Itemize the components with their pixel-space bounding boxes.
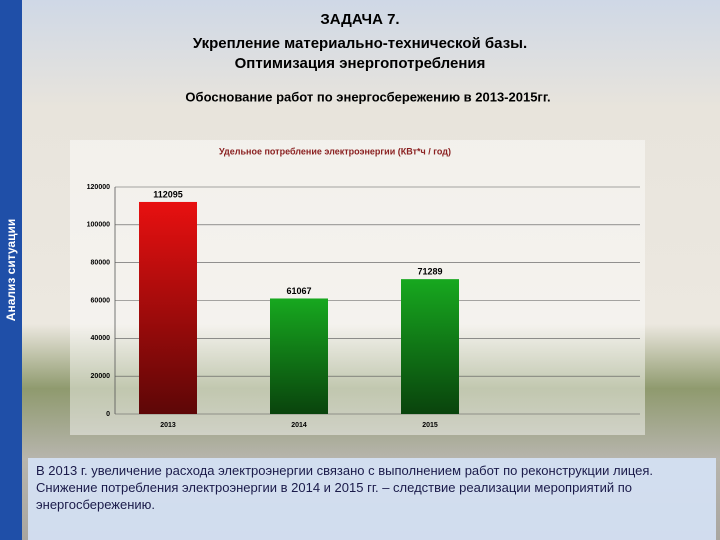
value-label: 61067	[286, 286, 311, 296]
x-tick-label: 2013	[160, 422, 176, 429]
y-tick-label: 120000	[87, 184, 110, 191]
y-tick-label: 40000	[91, 335, 111, 342]
title-line: ЗАДАЧА 7.	[320, 11, 399, 28]
y-tick-label: 60000	[91, 297, 111, 304]
chart-title: Удельное потребление электроэнергии (КВт…	[219, 146, 451, 156]
bar-shade	[401, 279, 459, 414]
subtitle: Обоснование работ по энергосбережению в …	[185, 89, 550, 104]
title-line: Укрепление материально-технической базы.	[193, 35, 527, 52]
value-label: 71289	[417, 267, 442, 277]
value-label: 112095	[153, 189, 183, 199]
bar-shade	[270, 298, 328, 414]
y-tick-label: 20000	[91, 373, 111, 380]
side-label: Анализ ситуации	[4, 219, 18, 321]
y-tick-label: 100000	[87, 222, 110, 229]
title-line: Оптимизация энергопотребления	[235, 55, 486, 72]
x-tick-label: 2014	[291, 422, 307, 429]
side-bar	[0, 0, 22, 540]
x-tick-label: 2015	[422, 422, 438, 429]
bar-shade	[139, 201, 197, 414]
footer-text: В 2013 г. увеличение расхода электроэнер…	[28, 458, 716, 540]
y-tick-label: 0	[106, 411, 110, 418]
y-tick-label: 80000	[91, 260, 111, 267]
